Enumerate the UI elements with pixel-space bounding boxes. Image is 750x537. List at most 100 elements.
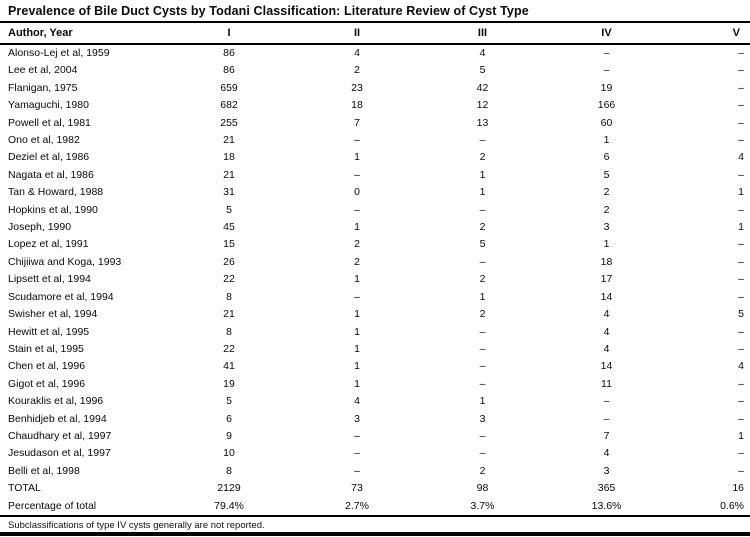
value-cell: 1 xyxy=(354,221,360,234)
table-row: Ono et al, 1982 21 – – 1 – xyxy=(0,132,750,149)
value-cell: 23 xyxy=(351,81,363,94)
value-cell: 1 xyxy=(354,377,360,390)
value-cell: 659 xyxy=(220,81,238,94)
value-cell: 2 xyxy=(479,464,486,477)
value-cell: – xyxy=(354,134,360,147)
table-row: Jesudason et al, 1997 10 – – 4 – xyxy=(0,445,750,462)
value-cell: 18 xyxy=(351,99,363,112)
value-cell: 2 xyxy=(603,186,610,199)
table-row: Lipsett et al, 1994 22 1 2 17 – xyxy=(0,271,750,288)
value-cell: 1 xyxy=(738,186,744,199)
value-cell: 1 xyxy=(354,342,360,355)
table-row: Lee et al, 2004 86 2 5 – – xyxy=(0,62,750,79)
value-cell: 1 xyxy=(738,221,744,234)
table-row: Chijiiwa and Koga, 1993 26 2 – 18 – xyxy=(0,254,750,271)
author-cell: Jesudason et al, 1997 xyxy=(8,447,111,460)
value-cell: – xyxy=(738,290,744,303)
author-cell: Gigot et al, 1996 xyxy=(8,377,86,390)
value-cell: 2.7% xyxy=(345,499,369,512)
value-cell: 1 xyxy=(603,238,610,251)
value-cell: 4 xyxy=(738,151,744,164)
value-cell: 1 xyxy=(479,186,486,199)
value-cell: 2 xyxy=(479,273,486,286)
value-cell: 1 xyxy=(479,168,486,181)
author-cell: Hewitt et al, 1995 xyxy=(8,325,90,338)
table-row: Flanigan, 1975 659 23 42 19 – xyxy=(0,80,750,97)
author-cell: Ono et al, 1982 xyxy=(8,134,80,147)
value-cell: – xyxy=(479,325,486,338)
value-cell: – xyxy=(354,447,360,460)
table-row: Chaudhary et al, 1997 9 – – 7 1 xyxy=(0,428,750,445)
value-cell: 0.6% xyxy=(720,499,744,512)
value-cell: 4 xyxy=(738,360,744,373)
author-cell: Flanigan, 1975 xyxy=(8,81,78,94)
value-cell: 1 xyxy=(354,308,360,321)
author-cell: Kouraklis et al, 1996 xyxy=(8,395,104,408)
value-cell: – xyxy=(738,116,744,129)
value-cell: – xyxy=(354,290,360,303)
value-cell: – xyxy=(738,134,744,147)
value-cell: 2 xyxy=(354,238,360,251)
table-row: Chen et al, 1996 41 1 – 14 4 xyxy=(0,358,750,375)
value-cell: – xyxy=(738,273,744,286)
value-cell: 5 xyxy=(479,64,486,77)
table-row: Alonso-Lej et al, 1959 86 4 4 – – xyxy=(0,44,750,62)
value-cell: 21 xyxy=(223,308,235,321)
value-cell: 2 xyxy=(479,151,486,164)
value-cell: – xyxy=(738,203,744,216)
value-cell: – xyxy=(738,325,744,338)
value-cell: – xyxy=(603,395,610,408)
value-cell: 13 xyxy=(476,116,489,129)
value-cell: 3 xyxy=(603,221,610,234)
author-cell: Powell et al, 1981 xyxy=(8,116,91,129)
table-row: Powell et al, 1981 255 7 13 60 – xyxy=(0,115,750,132)
author-cell: Chaudhary et al, 1997 xyxy=(8,429,112,442)
table-header: Author, Year I II III IV V xyxy=(0,23,750,45)
value-cell: 42 xyxy=(476,81,489,94)
table-row: Tan & Howard, 1988 31 0 1 2 1 xyxy=(0,184,750,201)
author-cell: Chen et al, 1996 xyxy=(8,360,86,373)
value-cell: – xyxy=(479,342,486,355)
value-cell: 14 xyxy=(600,290,613,303)
author-cell: Hopkins et al, 1990 xyxy=(8,203,98,216)
value-cell: 3 xyxy=(479,412,486,425)
author-cell: Yamaguchi, 1980 xyxy=(8,99,89,112)
value-cell: – xyxy=(738,464,744,477)
value-cell: 5 xyxy=(226,203,232,216)
value-cell: 4 xyxy=(354,395,360,408)
author-cell: Chijiiwa and Koga, 1993 xyxy=(8,255,122,268)
author-cell: TOTAL xyxy=(8,482,41,495)
value-cell: 3 xyxy=(603,464,610,477)
value-cell: 5 xyxy=(603,168,610,181)
value-cell: – xyxy=(738,377,744,390)
data-table: Author, Year I II III IV V Alonso-Lej et al, … xyxy=(0,23,750,515)
value-cell: – xyxy=(738,47,744,59)
value-cell: 86 xyxy=(223,64,235,77)
value-cell: – xyxy=(603,64,610,77)
type-IV-column-header: IV xyxy=(545,23,668,45)
value-cell: – xyxy=(354,429,360,442)
value-cell: 18 xyxy=(223,151,235,164)
value-cell: 17 xyxy=(600,273,613,286)
value-cell: 1 xyxy=(354,151,360,164)
value-cell: – xyxy=(738,255,744,268)
type-II-column-header: II xyxy=(294,23,420,45)
value-cell: 3 xyxy=(354,412,360,425)
table-row: Lopez et al, 1991 15 2 5 1 – xyxy=(0,236,750,253)
value-cell: 98 xyxy=(476,482,489,495)
author-cell: Belli et al, 1998 xyxy=(8,464,80,477)
value-cell: 5 xyxy=(738,308,744,321)
value-cell: – xyxy=(738,238,744,251)
value-cell: – xyxy=(738,412,744,425)
value-cell: 4 xyxy=(603,342,610,355)
author-cell: Alonso-Lej et al, 1959 xyxy=(8,47,110,59)
value-cell: 10 xyxy=(223,447,235,460)
table-row: Joseph, 1990 45 1 2 3 1 xyxy=(0,219,750,236)
value-cell: 255 xyxy=(220,116,238,129)
value-cell: – xyxy=(479,429,486,442)
author-cell: Benhidjeb et al, 1994 xyxy=(8,412,107,425)
value-cell: – xyxy=(354,464,360,477)
value-cell: 2 xyxy=(479,308,486,321)
value-cell: 22 xyxy=(223,342,235,355)
